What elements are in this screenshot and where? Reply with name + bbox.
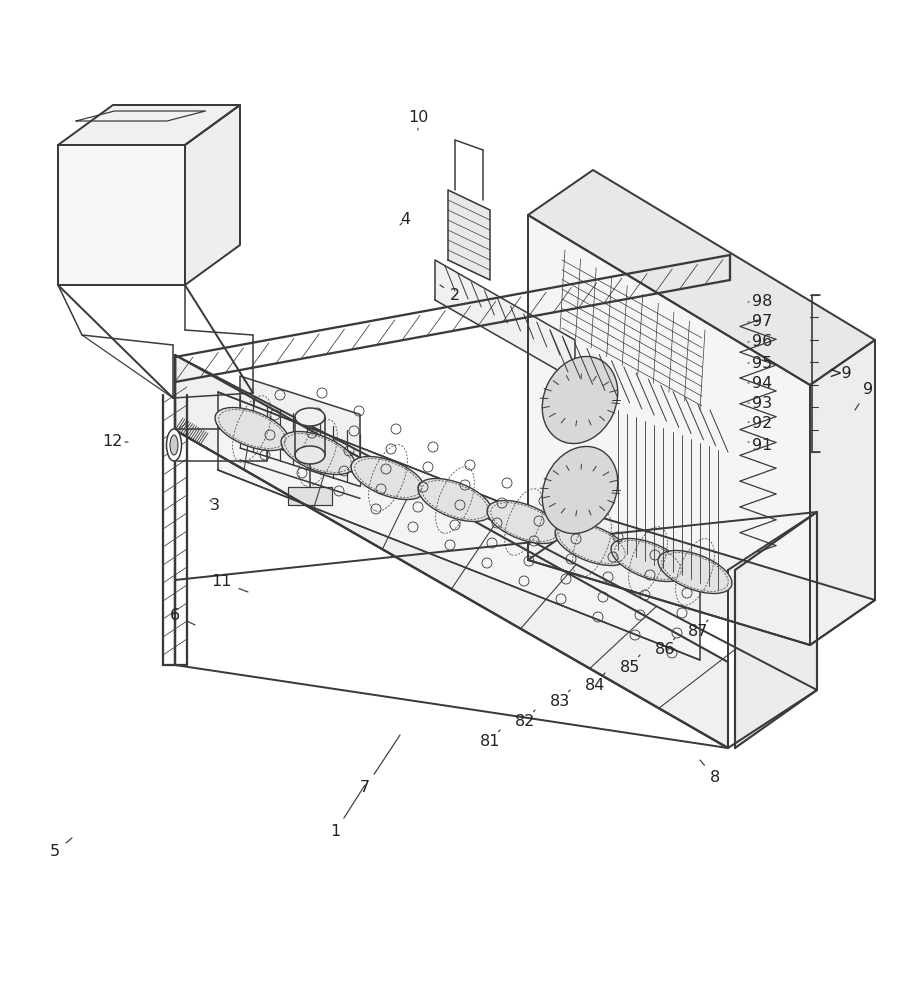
Text: 8: 8 (699, 760, 720, 786)
Text: 10: 10 (407, 110, 427, 130)
Text: 2: 2 (439, 285, 460, 302)
Text: 83: 83 (550, 690, 570, 710)
Text: 82: 82 (515, 710, 535, 730)
Ellipse shape (280, 431, 355, 475)
Ellipse shape (351, 456, 425, 500)
Text: 4: 4 (400, 213, 410, 228)
Text: 11: 11 (211, 574, 248, 592)
Polygon shape (734, 512, 816, 748)
Ellipse shape (541, 446, 617, 534)
Polygon shape (218, 392, 699, 660)
Text: 3: 3 (210, 497, 220, 512)
Ellipse shape (215, 407, 289, 451)
Polygon shape (448, 190, 490, 280)
Polygon shape (175, 355, 727, 748)
Ellipse shape (610, 538, 685, 582)
Text: 87: 87 (687, 620, 708, 640)
Text: 96: 96 (747, 334, 771, 350)
Ellipse shape (657, 550, 732, 594)
Polygon shape (528, 170, 874, 385)
Polygon shape (809, 340, 874, 645)
Text: 6: 6 (170, 607, 195, 625)
Text: 81: 81 (479, 730, 500, 750)
Text: 12: 12 (102, 434, 128, 450)
Text: 98: 98 (747, 294, 771, 310)
Polygon shape (435, 260, 574, 380)
Ellipse shape (541, 356, 617, 444)
Text: >9: >9 (827, 366, 851, 381)
Text: 92: 92 (747, 416, 771, 432)
Polygon shape (185, 105, 240, 285)
Ellipse shape (166, 429, 181, 461)
Text: 9: 9 (854, 382, 872, 410)
Polygon shape (528, 515, 874, 645)
Text: 1: 1 (330, 785, 365, 840)
Text: 97: 97 (747, 314, 771, 330)
Polygon shape (528, 215, 809, 645)
Text: 84: 84 (584, 673, 605, 692)
Text: 95: 95 (747, 356, 771, 370)
Text: 86: 86 (654, 638, 675, 658)
Polygon shape (288, 487, 332, 505)
Polygon shape (58, 105, 240, 145)
Ellipse shape (554, 522, 629, 566)
Ellipse shape (295, 408, 324, 426)
Polygon shape (240, 376, 359, 474)
Text: 5: 5 (50, 838, 72, 859)
Ellipse shape (295, 446, 324, 464)
Text: 7: 7 (359, 735, 400, 796)
Text: 85: 85 (619, 655, 640, 674)
Text: 94: 94 (747, 375, 771, 390)
Ellipse shape (170, 435, 177, 455)
Polygon shape (58, 145, 185, 285)
Ellipse shape (417, 478, 492, 522)
Text: 91: 91 (747, 438, 771, 452)
Text: 93: 93 (747, 395, 771, 410)
Ellipse shape (486, 500, 561, 544)
